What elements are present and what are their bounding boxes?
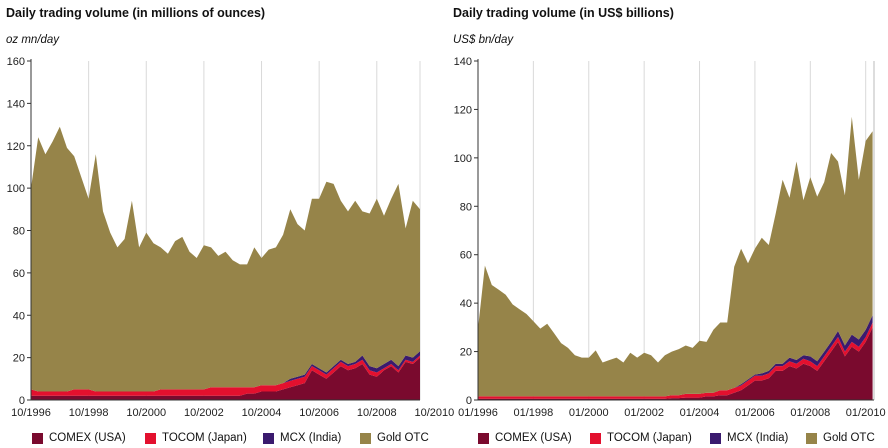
left-x-tick-label-2: 10/2000 (126, 407, 166, 419)
right-x-tick-label-1: 01/1998 (514, 407, 554, 419)
right-chart-unit-label: US$ bn/day (453, 34, 514, 46)
right-x-tick-label-4: 01/2004 (680, 407, 720, 419)
left-x-tick-label-3: 10/2002 (184, 407, 224, 419)
legend-label-mcx: MCX (India) (280, 432, 342, 444)
legend-item-mcx: MCX (India) (263, 430, 341, 446)
right-chart-panel: Daily trading volume (in US$ billions) U… (453, 0, 883, 425)
right-x-tick-label-6: 01/2008 (790, 407, 830, 419)
legend-item-gold-otc: Gold OTC (360, 430, 429, 446)
legend-swatch-gold-otc (360, 432, 371, 444)
left-y-tick-label-20: 20 (13, 353, 25, 365)
right-x-tick-label-2: 01/2000 (569, 407, 609, 419)
left-chart-panel: Daily trading volume (in millions of oun… (6, 0, 436, 425)
left-y-tick-label-160: 160 (7, 56, 25, 68)
legend-label-gold-otc-right: Gold OTC (823, 432, 875, 444)
right-y-tick-label-120: 120 (454, 104, 472, 116)
legend-swatch-mcx-right (710, 432, 721, 444)
left-area-comex-usa (31, 357, 420, 400)
legend-item-tocom-right: TOCOM (Japan) (590, 430, 692, 446)
legend: COMEX (USA) TOCOM (Japan) MCX (India) Go… (0, 430, 888, 446)
legend-label-gold-otc: Gold OTC (377, 432, 429, 444)
left-x-tick-label-0: 10/1996 (11, 407, 51, 419)
legend-swatch-gold-otc-right (806, 432, 817, 444)
legend-item-tocom: TOCOM (Japan) (145, 430, 247, 446)
left-x-tick-label-7: 10/2010 (415, 407, 455, 419)
legend-item-comex: COMEX (USA) (32, 430, 126, 446)
right-area-gold-otc (478, 116, 873, 397)
left-y-tick-label-120: 120 (7, 141, 25, 153)
legend-swatch-tocom (145, 432, 156, 444)
right-x-tick-label-3: 01/2002 (624, 407, 664, 419)
right-y-tick-label-0: 0 (466, 395, 472, 407)
legend-label-tocom: TOCOM (Japan) (162, 432, 247, 444)
left-x-tick-label-1: 10/1998 (69, 407, 109, 419)
left-chart-title: Daily trading volume (in millions of oun… (6, 6, 266, 20)
right-x-tick-label-0: 01/1996 (458, 407, 498, 419)
legend-swatch-comex-right (478, 432, 489, 444)
left-chart-unit-label: oz mn/day (6, 34, 60, 46)
legend-label-comex-right: COMEX (USA) (495, 432, 572, 444)
charts-svg: 0 20 40 60 80 100 120 140 160 10/1996 10/1998 10/20… (7, 56, 886, 419)
legend-label-mcx-right: MCX (India) (727, 432, 789, 444)
legend-swatch-mcx (263, 432, 274, 444)
right-y-tick-label-60: 60 (460, 250, 472, 262)
legend-label-comex: COMEX (USA) (49, 432, 126, 444)
left-x-tick-label-4: 10/2004 (242, 407, 282, 419)
left-y-tick-label-0: 0 (19, 395, 25, 407)
right-y-tick-label-40: 40 (460, 298, 472, 310)
left-y-tick-label-80: 80 (13, 226, 25, 238)
right-area-comex-usa (478, 327, 873, 400)
legend-label-tocom-right: TOCOM (Japan) (607, 432, 692, 444)
left-area-tocom-japan (31, 355, 420, 396)
right-chart-title: Daily trading volume (in US$ billions) (453, 6, 674, 20)
right-y-tick-label-100: 100 (454, 153, 472, 165)
left-y-tick-label-60: 60 (13, 268, 25, 280)
right-x-tick-label-5: 01/2006 (735, 407, 775, 419)
left-y-tick-label-100: 100 (7, 183, 25, 195)
left-area-gold-otc (31, 126, 420, 392)
right-y-tick-label-80: 80 (460, 201, 472, 213)
right-x-tick-label-7: 01/2010 (846, 407, 886, 419)
left-x-tick-label-6: 10/2008 (357, 407, 397, 419)
legend-item-gold-otc-right: Gold OTC (806, 430, 875, 446)
left-x-tick-label-5: 10/2006 (299, 407, 339, 419)
right-y-tick-label-140: 140 (454, 56, 472, 68)
legend-swatch-tocom-right (590, 432, 601, 444)
legend-item-mcx-right: MCX (India) (710, 430, 788, 446)
legend-item-comex-right: COMEX (USA) (478, 430, 572, 446)
left-y-tick-label-40: 40 (13, 310, 25, 322)
left-y-tick-label-140: 140 (7, 98, 25, 110)
legend-swatch-comex (32, 432, 43, 444)
right-y-tick-label-20: 20 (460, 347, 472, 359)
